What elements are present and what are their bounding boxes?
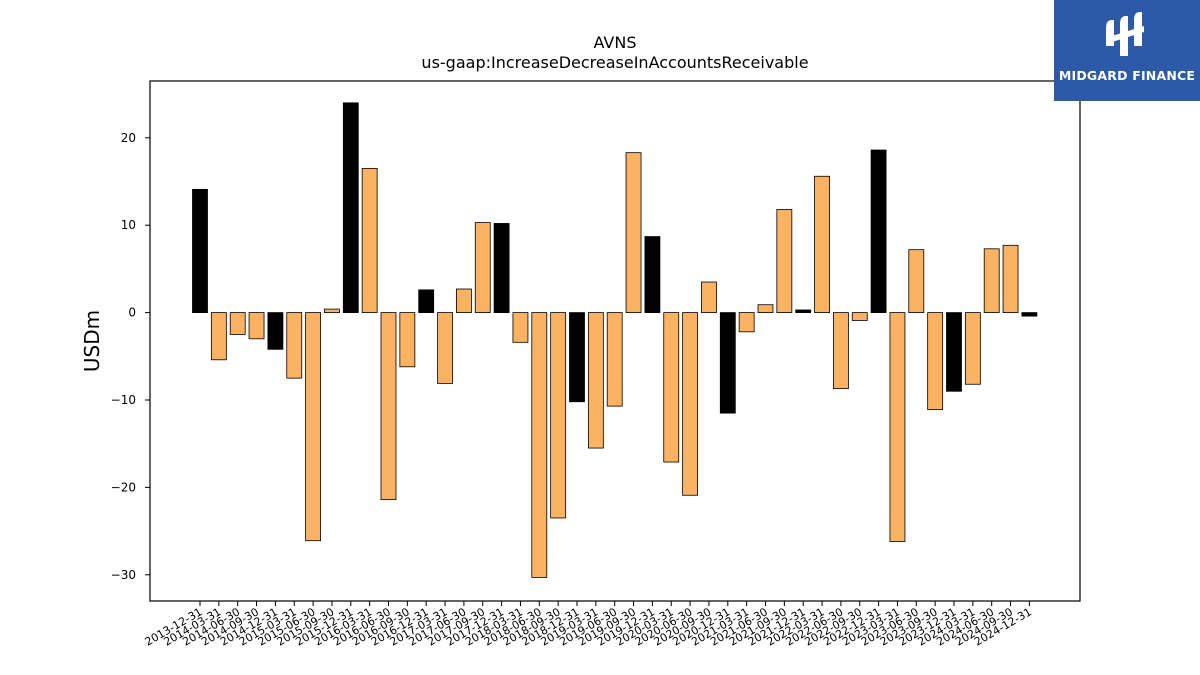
bars-group bbox=[192, 102, 1038, 578]
bar-2020-03-31 bbox=[663, 312, 680, 463]
bar-2017-03-31 bbox=[437, 312, 453, 384]
y-tick-label: −30 bbox=[111, 568, 136, 582]
bar-2016-03-31 bbox=[361, 167, 378, 313]
y-tick-label: 20 bbox=[121, 131, 136, 145]
bar-2014-12-31 bbox=[267, 312, 284, 350]
bar-2017-12-31 bbox=[493, 223, 510, 313]
y-tick-label: −20 bbox=[111, 480, 136, 494]
bar-2019-03-31 bbox=[587, 312, 604, 449]
bar-2013-12-31 bbox=[192, 188, 208, 313]
bar-2019-12-31 bbox=[644, 236, 661, 313]
bar-2015-09-30 bbox=[324, 308, 340, 314]
bar-2016-09-30 bbox=[399, 312, 416, 368]
bar-2021-09-30 bbox=[776, 209, 793, 313]
bar-2015-03-31 bbox=[286, 312, 303, 379]
bar-2019-09-30 bbox=[625, 152, 642, 313]
bar-2014-09-30 bbox=[248, 312, 265, 340]
bar-2018-03-31 bbox=[512, 312, 529, 343]
bar-2020-06-30 bbox=[682, 312, 698, 496]
bar-2023-09-30 bbox=[927, 312, 944, 411]
logo-text: MIDGARD FINANCE bbox=[1058, 68, 1196, 83]
bar-2017-06-30 bbox=[455, 288, 472, 314]
chart-subtitle: us-gaap:IncreaseDecreaseInAccountsReceiv… bbox=[421, 53, 808, 72]
chart-title: AVNS bbox=[594, 33, 637, 52]
bar-2024-03-31 bbox=[964, 312, 981, 385]
bar-2020-12-31 bbox=[719, 312, 736, 414]
bar-2018-12-31 bbox=[569, 312, 585, 403]
bar-2018-09-30 bbox=[550, 312, 567, 519]
bar-2024-12-31 bbox=[1021, 312, 1038, 317]
bar-2017-09-30 bbox=[474, 222, 491, 313]
y-tick-label: 10 bbox=[121, 218, 136, 232]
y-axis-label: USDm bbox=[80, 310, 104, 372]
bar-2015-12-31 bbox=[342, 102, 359, 313]
bar-2016-12-31 bbox=[418, 289, 435, 313]
y-tick-label: −10 bbox=[111, 393, 136, 407]
bar-2022-03-31 bbox=[814, 175, 830, 313]
bar-2023-12-31 bbox=[946, 312, 962, 392]
bar-2021-03-31 bbox=[738, 312, 755, 333]
bar-2021-06-30 bbox=[757, 304, 774, 314]
bar-2022-12-31 bbox=[870, 149, 887, 313]
bar-2022-09-30 bbox=[851, 312, 868, 321]
bar-2022-06-30 bbox=[833, 312, 849, 390]
y-tick-label: 0 bbox=[128, 306, 136, 320]
bar-2024-06-30 bbox=[983, 248, 1000, 314]
y-ticks: −30 −20 −10 0 10 20 bbox=[111, 131, 150, 582]
bar-2024-09-30 bbox=[1002, 244, 1019, 313]
bar-2015-06-30 bbox=[305, 312, 322, 542]
bar-2014-03-31 bbox=[210, 312, 227, 361]
bar-2014-06-30 bbox=[229, 312, 246, 335]
bar-2020-09-30 bbox=[701, 281, 717, 314]
bar-2018-06-30 bbox=[531, 312, 548, 578]
midgard-logo-icon bbox=[1106, 12, 1144, 56]
bar-2021-12-31 bbox=[795, 309, 812, 313]
plot-frame bbox=[149, 80, 1081, 602]
bar-2019-06-30 bbox=[606, 312, 623, 407]
x-ticks: 2013-12-312014-03-312014-06-302014-09-30… bbox=[143, 601, 1034, 649]
bar-2023-06-30 bbox=[908, 249, 925, 313]
bar-2023-03-31 bbox=[889, 312, 906, 542]
brand-logo: MIDGARD FINANCE bbox=[1054, 0, 1200, 101]
bar-2016-06-30 bbox=[380, 312, 397, 501]
